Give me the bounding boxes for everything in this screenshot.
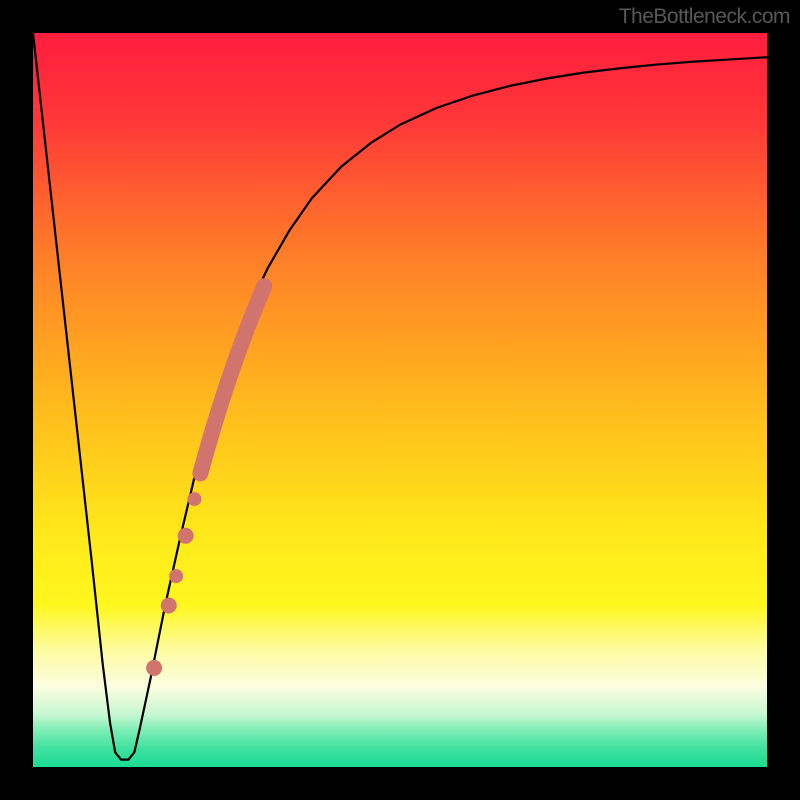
marker-dot-4 — [187, 492, 201, 506]
chart-svg — [33, 33, 767, 767]
plot-area — [33, 33, 767, 767]
chart-container: TheBottleneck.com — [0, 0, 800, 800]
marker-dot-0 — [146, 660, 162, 676]
marker-dot-2 — [169, 569, 183, 583]
watermark-text: TheBottleneck.com — [619, 5, 790, 29]
marker-dot-1 — [161, 598, 177, 614]
background-gradient — [33, 33, 767, 767]
marker-dot-3 — [178, 528, 194, 544]
